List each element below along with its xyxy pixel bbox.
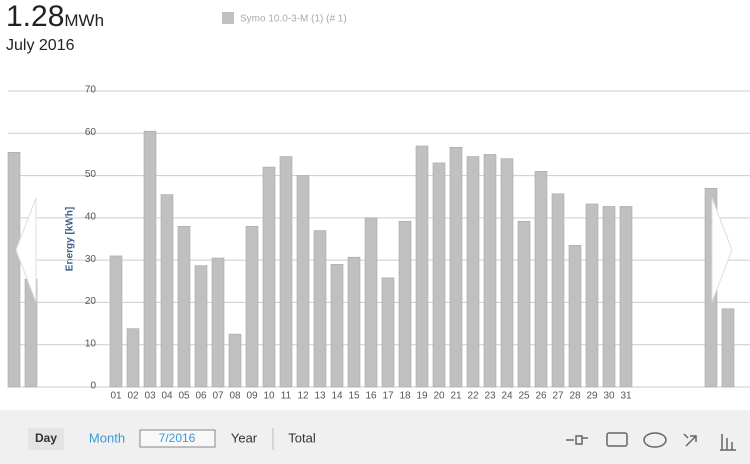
bar [160,194,174,388]
x-tick-label: 10 [263,391,275,402]
bar [466,156,480,388]
x-tick-label: 07 [212,391,224,402]
controls-bar [0,410,750,464]
bar [7,152,21,388]
y-tick-label: 30 [85,254,97,265]
bar [517,220,531,388]
x-tick-label: 12 [297,391,309,402]
bar [330,264,344,388]
x-tick-label: 28 [569,391,581,402]
x-tick-label: 01 [110,391,122,402]
icon-wallet[interactable] [606,432,628,447]
bar [568,245,582,388]
y-tick-label: 40 [85,211,97,222]
x-tick-label: 16 [365,391,377,402]
bar [721,308,735,388]
bar [415,145,429,388]
x-tick-label: 09 [246,391,258,402]
bar [228,333,242,388]
month-button[interactable]: Month [89,430,125,445]
date-input-box[interactable] [139,429,216,448]
x-tick-label: 14 [331,391,343,402]
bar [449,146,463,388]
icon-chart[interactable] [720,434,736,451]
y-tick-label: 60 [85,127,97,138]
x-tick-label: 25 [518,391,530,402]
day-button-bg [28,428,64,450]
bar [585,203,599,388]
x-tick-label: 21 [450,391,462,402]
bar [398,220,412,388]
y-tick-label: 0 [90,381,96,392]
bar [432,162,446,388]
bar [279,156,293,388]
legend-swatch [222,12,234,24]
x-tick-label: 13 [314,391,326,402]
x-tick-label: 06 [195,391,207,402]
icon-co2[interactable] [643,432,667,448]
period: July 2016 [6,37,75,54]
x-tick-label: 02 [127,391,139,402]
energy-value: 1.28 [6,0,64,33]
bar [177,226,191,388]
x-tick-label: 27 [552,391,564,402]
x-tick-label: 20 [433,391,445,402]
x-tick-label: 03 [144,391,156,402]
bar [296,175,310,388]
x-tick-label: 04 [161,391,173,402]
x-tick-label: 17 [382,391,394,402]
bar [143,130,157,388]
bar [602,206,616,388]
y-tick-label: 50 [85,169,97,180]
x-tick-label: 15 [348,391,360,402]
y-tick-label: 70 [85,85,97,96]
bar [483,154,497,388]
bar [313,230,327,388]
day-button[interactable]: Day [35,431,57,445]
bar [347,256,361,388]
x-tick-label: 11 [281,391,292,402]
x-tick-label: 22 [467,391,479,402]
bar [551,193,565,388]
bar [534,171,548,388]
x-tick-label: 24 [501,391,513,402]
plot: 0 10 20 30 40 50 60 70 01 02 03 04 05 06 07 08 09 10 11 12 1… [7,85,750,402]
x-tick-label: 18 [399,391,411,402]
bar [364,217,378,388]
x-tick-label: 26 [535,391,547,402]
icon-kwp[interactable] [683,433,697,447]
legend-label[interactable]: Symo 10.0-3-M (1) (# 1) [240,14,347,25]
bar [262,166,276,388]
bar [109,255,123,388]
x-tick-label: 19 [416,391,428,402]
bar [126,328,140,388]
x-tick-label: 31 [620,391,632,402]
next-arrow[interactable] [711,197,733,303]
total-button[interactable]: Total [288,430,316,445]
energy-unit: MWh [64,11,104,30]
icon-grid[interactable] [566,435,588,445]
bar [194,265,208,388]
year-button[interactable]: Year [231,430,258,445]
date-input[interactable]: 7/2016 [159,431,196,445]
y-tick-label: 20 [85,296,97,307]
y-tick-label: 10 [85,338,97,349]
bar [381,277,395,388]
toolbar-icons [566,432,736,451]
x-tick-label: 23 [484,391,496,402]
x-tick-label: 30 [603,391,615,402]
bar [500,158,514,388]
bar [211,257,225,388]
bar [245,226,259,388]
bar [619,206,633,388]
total-energy: 1.28MWh [6,0,104,33]
x-tick-label: 08 [229,391,241,402]
x-tick-label: 29 [586,391,598,402]
x-tick-label: 05 [178,391,190,402]
y-axis-label: Energy [kWh] [65,207,76,271]
prev-arrow[interactable] [15,197,37,303]
